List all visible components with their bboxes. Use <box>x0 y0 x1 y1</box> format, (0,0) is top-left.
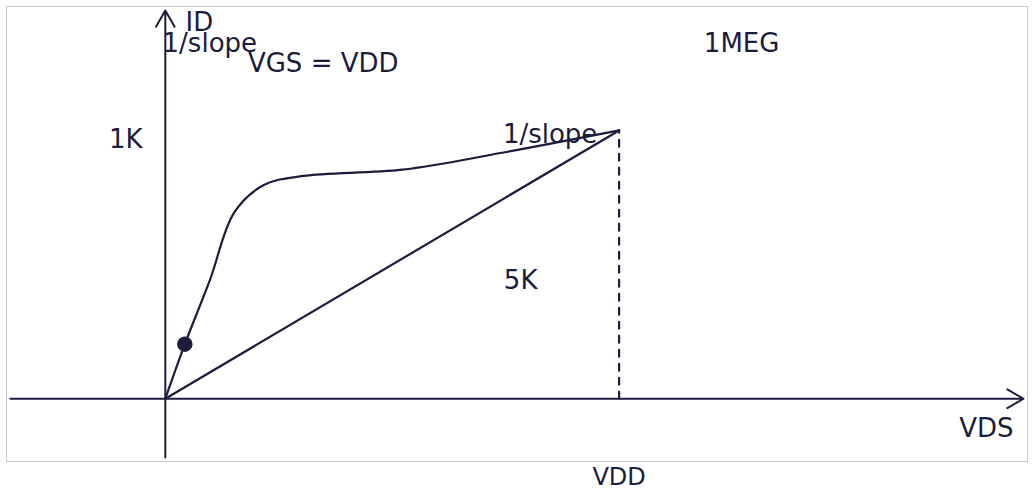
svg-text:1/slope: 1/slope <box>503 119 597 149</box>
svg-text:ID: ID <box>185 7 213 37</box>
svg-text:VGS = VDD: VGS = VDD <box>248 48 399 78</box>
svg-text:1K: 1K <box>109 124 144 154</box>
svg-text:1MEG: 1MEG <box>704 28 780 58</box>
svg-text:VDS: VDS <box>959 413 1013 443</box>
svg-text:1/slope: 1/slope <box>162 28 257 59</box>
svg-text:VDD: VDD <box>592 463 645 491</box>
svg-text:5K: 5K <box>504 265 539 295</box>
